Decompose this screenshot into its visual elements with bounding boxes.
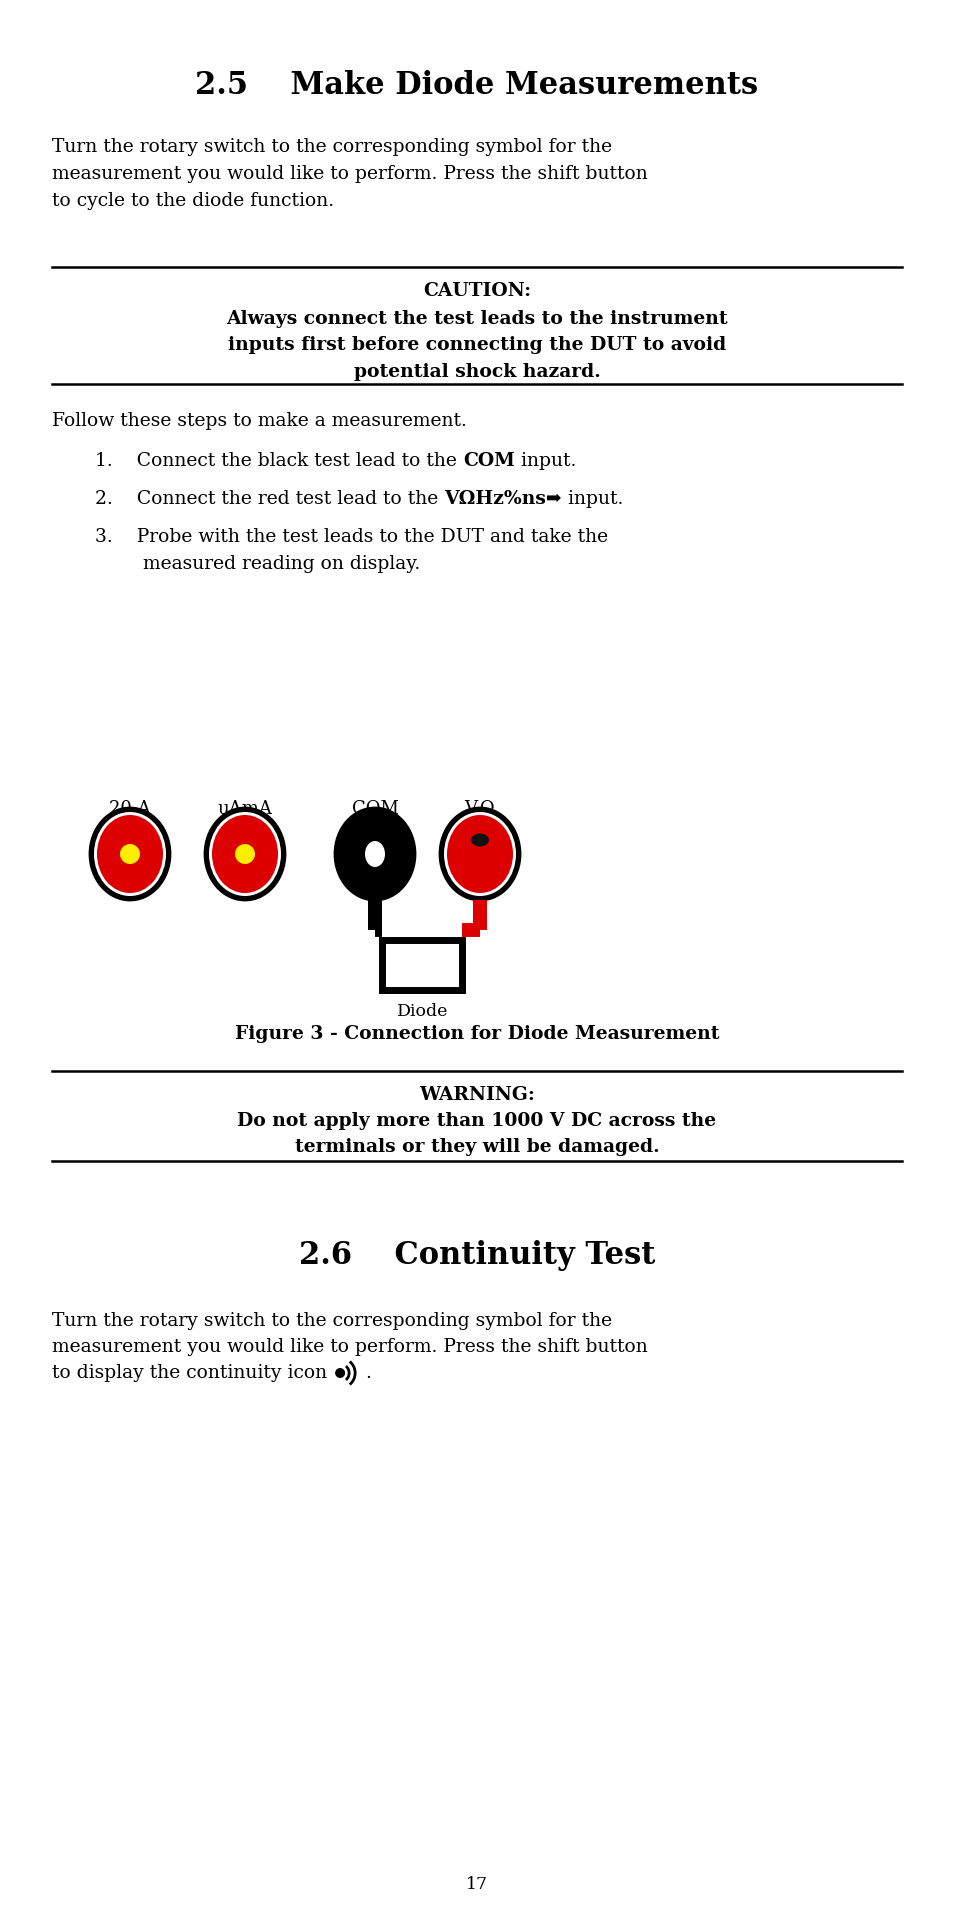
Text: 20 A: 20 A bbox=[109, 799, 151, 818]
Text: Figure 3 - Connection for Diode Measurement: Figure 3 - Connection for Diode Measurem… bbox=[234, 1024, 719, 1043]
Text: 2.    Connect the red test lead to the: 2. Connect the red test lead to the bbox=[95, 490, 444, 507]
Text: 1.    Connect the black test lead to the: 1. Connect the black test lead to the bbox=[95, 452, 462, 469]
Ellipse shape bbox=[338, 812, 411, 896]
Text: Turn the rotary switch to the corresponding symbol for the
measurement you would: Turn the rotary switch to the correspond… bbox=[52, 137, 647, 210]
Ellipse shape bbox=[471, 833, 489, 847]
Ellipse shape bbox=[120, 845, 140, 864]
Ellipse shape bbox=[90, 809, 170, 900]
Text: Diode: Diode bbox=[396, 1003, 448, 1020]
Text: VΩHz%ns➡: VΩHz%ns➡ bbox=[444, 490, 561, 507]
Text: Always connect the test leads to the instrument
inputs first before connecting t: Always connect the test leads to the ins… bbox=[226, 309, 727, 381]
Text: uAmA: uAmA bbox=[217, 799, 273, 818]
Bar bbox=[382, 940, 462, 990]
Text: .: . bbox=[359, 1364, 372, 1381]
Text: measurement you would like to perform. Press the shift button: measurement you would like to perform. P… bbox=[52, 1337, 647, 1356]
Ellipse shape bbox=[234, 845, 254, 864]
Text: 2.6    Continuity Test: 2.6 Continuity Test bbox=[298, 1240, 655, 1270]
Ellipse shape bbox=[447, 816, 513, 894]
Text: 17: 17 bbox=[465, 1875, 488, 1892]
Ellipse shape bbox=[335, 1369, 345, 1379]
Ellipse shape bbox=[212, 816, 277, 894]
Ellipse shape bbox=[97, 816, 163, 894]
Text: to display the continuity icon: to display the continuity icon bbox=[52, 1364, 327, 1381]
Ellipse shape bbox=[94, 812, 166, 896]
Ellipse shape bbox=[365, 841, 385, 868]
Ellipse shape bbox=[205, 809, 285, 900]
Text: Follow these steps to make a measurement.: Follow these steps to make a measurement… bbox=[52, 412, 466, 429]
Text: COM: COM bbox=[462, 452, 515, 469]
Text: CAUTION:: CAUTION: bbox=[422, 282, 531, 299]
Text: V.Ω: V.Ω bbox=[464, 799, 495, 818]
Ellipse shape bbox=[443, 812, 516, 896]
Text: input.: input. bbox=[561, 490, 622, 507]
Text: 3.    Probe with the test leads to the DUT and take the
        measured reading: 3. Probe with the test leads to the DUT … bbox=[95, 528, 607, 572]
Ellipse shape bbox=[209, 812, 281, 896]
Text: WARNING:: WARNING: bbox=[418, 1085, 535, 1104]
Text: 2.5    Make Diode Measurements: 2.5 Make Diode Measurements bbox=[195, 71, 758, 101]
Ellipse shape bbox=[335, 809, 415, 900]
Text: Turn the rotary switch to the corresponding symbol for the: Turn the rotary switch to the correspond… bbox=[52, 1312, 612, 1329]
Text: input.: input. bbox=[515, 452, 576, 469]
Ellipse shape bbox=[439, 809, 519, 900]
Text: COM: COM bbox=[352, 799, 398, 818]
Text: Do not apply more than 1000 V DC across the
terminals or they will be damaged.: Do not apply more than 1000 V DC across … bbox=[237, 1112, 716, 1156]
